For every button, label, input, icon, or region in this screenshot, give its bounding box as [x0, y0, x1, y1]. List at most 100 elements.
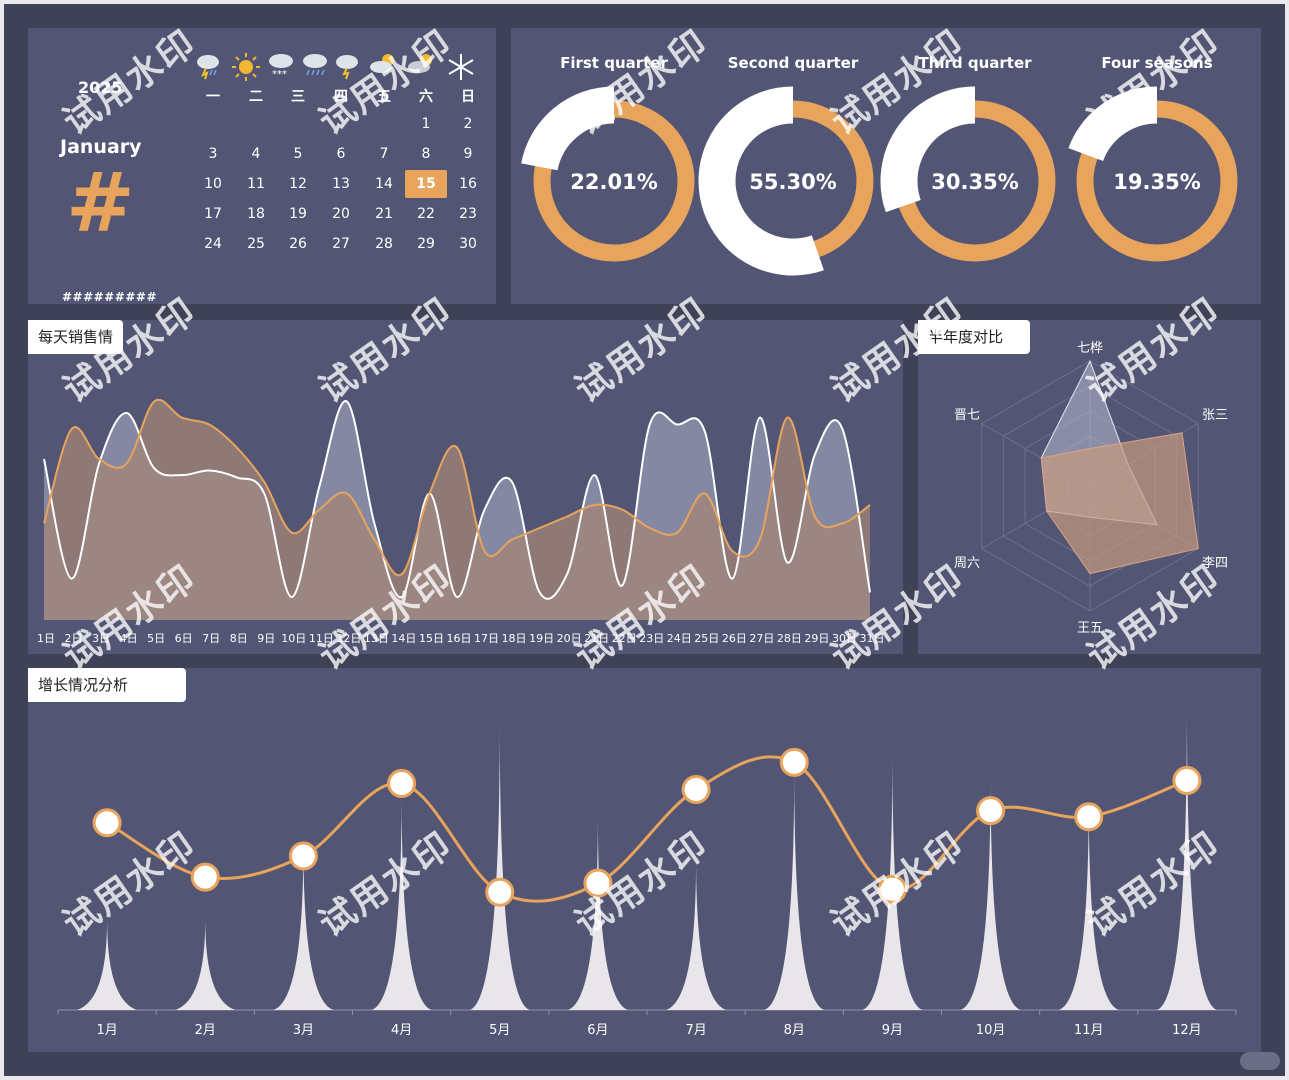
x-tick-label: 14日 [391, 632, 416, 645]
growth-point [387, 769, 417, 798]
snow-cloud-icon: *** [269, 54, 293, 80]
calendar-day[interactable]: 21 [375, 206, 393, 222]
calendar-day[interactable]: 27 [332, 236, 350, 252]
x-tick-label: 1日 [37, 632, 55, 645]
growth-line [106, 755, 1188, 903]
quarter-percent-label: 19.35% [1113, 170, 1200, 194]
quarters-panel: 22.01% 55.30% 30.35% 19.35% First quarter Sec… [511, 28, 1261, 304]
calendar-day[interactable]: 16 [459, 176, 477, 192]
growth-point [190, 862, 220, 892]
growth-spike-bar [567, 813, 628, 1010]
growth-month-label: 2月 [195, 1023, 216, 1038]
growth-spike-bar [1156, 708, 1217, 1010]
radar-tag: 半年度对比 [918, 320, 1030, 354]
growth-month-label: 3月 [293, 1023, 314, 1038]
calendar-day[interactable]: 2 [463, 116, 473, 132]
calendar-day[interactable]: 28 [375, 236, 393, 252]
weekday-header: 二 [249, 89, 263, 105]
calendar-day[interactable]: 5 [293, 146, 303, 162]
quarter-donuts-svg: 22.01% 55.30% 30.35% 19.35% [521, 86, 1238, 276]
weekday-header: 日 [461, 89, 475, 105]
calendar-day[interactable]: 6 [336, 146, 346, 162]
calendar-day[interactable]: 24 [204, 236, 222, 252]
growth-month-label: 1月 [96, 1023, 117, 1038]
x-tick-label: 16日 [447, 632, 472, 645]
calendar-day[interactable]: 30 [459, 236, 477, 252]
growth-month-label: 6月 [587, 1023, 608, 1038]
x-tick-label: 19日 [529, 632, 554, 645]
calendar-day[interactable]: 29 [417, 236, 435, 252]
calendar-day[interactable]: 9 [463, 146, 473, 162]
x-tick-label: 25日 [694, 632, 719, 645]
sun-icon [232, 53, 260, 81]
calendar-day[interactable]: 22 [417, 206, 435, 222]
series-2-area [44, 399, 870, 620]
thunder-sun-cloud-icon [336, 55, 358, 80]
growth-spike-bar [371, 792, 432, 1010]
calendar-day[interactable]: 7 [379, 146, 389, 162]
partly-cloudy-icon [370, 54, 394, 73]
calendar-month: January [60, 136, 142, 158]
calendar-day[interactable]: 12 [289, 176, 307, 192]
growth-month-label: 7月 [685, 1023, 706, 1038]
growth-point [681, 775, 711, 805]
growth-panel: 增长情况分析 1月 2月 3月 4月 5月 6月 7月 8月 9月 10月 11月 12月 [28, 668, 1261, 1052]
growth-point [1074, 802, 1104, 832]
calendar-big-symbol: # [66, 156, 135, 251]
svg-text:***: *** [272, 69, 287, 80]
x-tick-label: 6日 [175, 632, 193, 645]
calendar-day[interactable]: 8 [421, 146, 431, 162]
calendar-day[interactable]: 11 [247, 176, 265, 192]
calendar-day[interactable]: 19 [289, 206, 307, 222]
calendar-day[interactable]: 14 [375, 176, 393, 192]
x-tick-label: 26日 [722, 632, 747, 645]
calendar-day-today[interactable]: 15 [405, 170, 447, 198]
quarter-value-arc [521, 86, 615, 172]
growth-spike-bar [469, 723, 530, 1010]
growth-point [92, 808, 122, 838]
calendar-day[interactable]: 20 [332, 206, 350, 222]
calendar-day[interactable]: 26 [289, 236, 307, 252]
quarter-value-arc [880, 86, 976, 213]
x-tick-label: 28日 [777, 632, 802, 645]
daily-sales-chart: 1日 2日 3日 4日 5日 6日 7日 8日 9日 10日 11日 12日 13日 14日 15日 16日 1… [37, 398, 885, 645]
growth-spike-bar [666, 859, 727, 1010]
growth-spike-bar [764, 768, 825, 1010]
weekday-header: 一 [206, 89, 220, 105]
growth-month-label: 5月 [489, 1023, 510, 1038]
x-tick-label: 27日 [749, 632, 774, 645]
x-tick-label: 13日 [364, 632, 389, 645]
growth-point [288, 841, 318, 871]
radar-axis-label: 王五 [1077, 621, 1103, 636]
growth-month-label: 12月 [1172, 1023, 1202, 1038]
partly-cloudy-night-icon [408, 54, 432, 73]
x-tick-label: 21日 [584, 632, 609, 645]
weekday-header: 五 [377, 89, 391, 105]
growth-month-label: 10月 [976, 1023, 1006, 1038]
x-tick-label: 24日 [667, 632, 692, 645]
growth-point [1172, 765, 1202, 795]
x-tick-label: 4日 [120, 632, 138, 645]
growth-month-label: 11月 [1074, 1023, 1104, 1038]
snowflake-icon [448, 54, 474, 80]
weekday-header: 四 [334, 89, 348, 105]
calendar-day[interactable]: 10 [204, 176, 222, 192]
calendar-day[interactable]: 3 [208, 146, 218, 162]
calendar-day[interactable]: 23 [459, 206, 477, 222]
calendar-year: 2025 [78, 78, 123, 97]
calendar-day[interactable]: 17 [204, 206, 222, 222]
calendar-day[interactable]: 13 [332, 176, 350, 192]
quarter-title: First quarter [560, 54, 668, 72]
calendar-day[interactable]: 4 [251, 146, 261, 162]
radar-axis-label: 周六 [954, 556, 980, 571]
growth-point [877, 874, 907, 904]
growth-point [485, 877, 515, 907]
x-tick-label: 2日 [65, 632, 83, 645]
growth-point [779, 747, 809, 777]
calendar-day[interactable]: 25 [247, 236, 265, 252]
calendar-day[interactable]: 18 [247, 206, 265, 222]
calendar-day[interactable]: 1 [421, 116, 431, 132]
x-tick-label: 12日 [336, 632, 361, 645]
growth-spike-bar [175, 919, 236, 1010]
